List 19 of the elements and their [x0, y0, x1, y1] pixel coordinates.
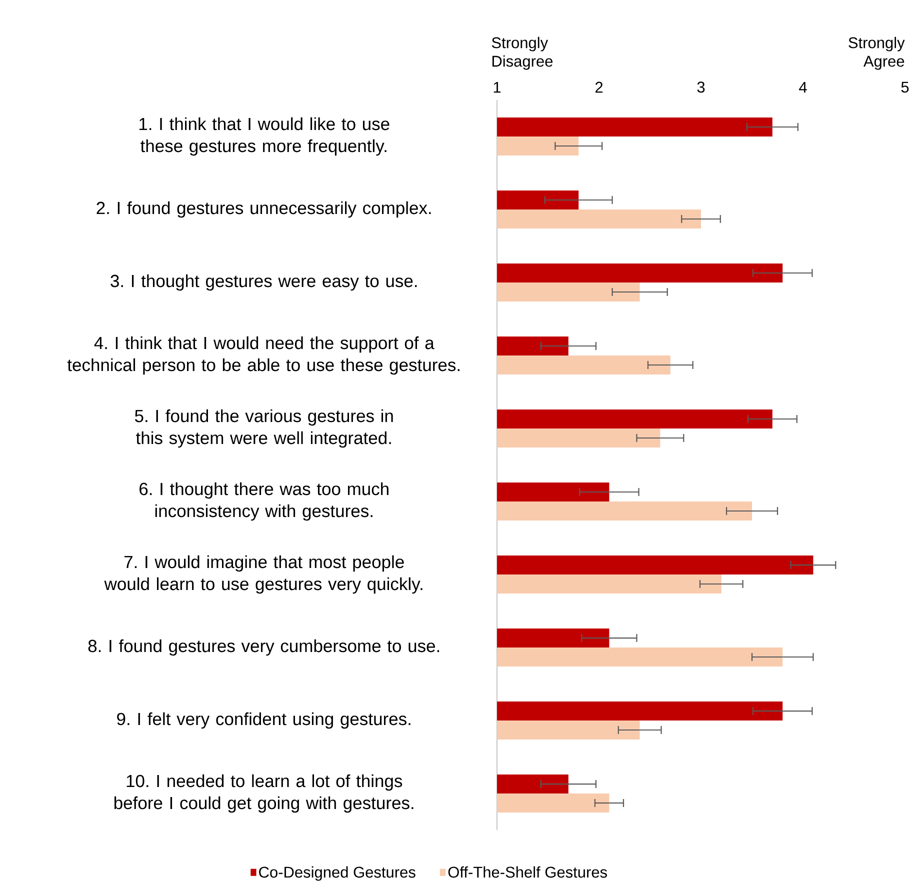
x-tick-label: 4: [799, 82, 807, 93]
y-tick-label: 4. I think that I would need the support of a technical person to be able to use these gestures.: [67, 336, 460, 375]
y-tick-label: 1. I think that I would like to use these gestures more frequently.: [139, 117, 390, 156]
y-tick-label: 6. I thought there was too much inconsistency with gestures.: [140, 482, 388, 521]
x-tick-label: 5: [901, 82, 909, 93]
x-tick-label: 3: [697, 82, 705, 93]
y-tick-label: 8. I found gestures very cumbersome to use.: [88, 639, 440, 656]
y-tick-label: 3. I thought gestures were easy to use.: [110, 274, 417, 291]
x-tick-label: 2: [595, 82, 603, 93]
x-tick-label: 1: [494, 82, 501, 93]
y-tick-label: 2. I found gestures unnecessarily complex.: [96, 201, 431, 218]
legend-label: Off-The-Shelf Gestures: [448, 866, 607, 878]
legend-label: Co-Designed Gestures: [259, 866, 416, 881]
y-tick-label: 10. I needed to learn a lot of things before I could get going with gestures.: [114, 774, 414, 813]
y-tick-label: 5. I found the various gestures in this system were well integrated.: [134, 409, 393, 448]
text: Strongly Agree: [848, 36, 905, 70]
y-tick-label: 7. I would imagine that most people would learn to use gestures very quickly.: [104, 555, 422, 594]
y-tick-label: 9. I felt very confident using gestures.: [117, 712, 410, 729]
text: Strongly Disagree: [492, 36, 553, 70]
